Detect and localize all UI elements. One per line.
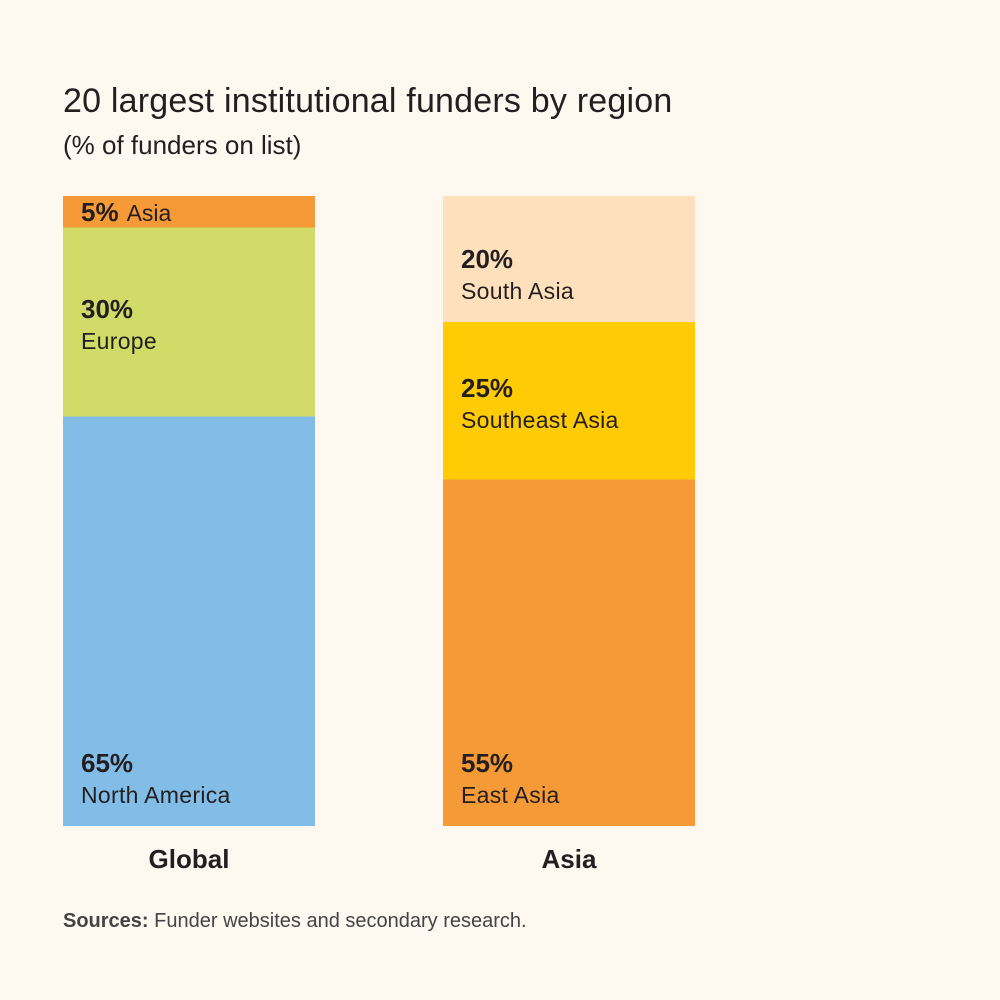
bar-segment-global-north-america bbox=[63, 416, 315, 826]
segment-name-asia-east-asia: East Asia bbox=[461, 782, 560, 808]
segment-name-global-north-america: North America bbox=[81, 782, 231, 808]
segment-value-asia-southeast-asia: 25% bbox=[461, 373, 513, 403]
bar-segment-global-asia bbox=[63, 196, 315, 228]
bars-group: 65% North America 30% Europe 5% Asia Global 55%… bbox=[63, 196, 695, 874]
segment-name-global-europe: Europe bbox=[81, 328, 157, 354]
category-label-asia: Asia bbox=[542, 844, 597, 874]
chart-title: 20 largest institutional funders by regi… bbox=[63, 82, 672, 120]
segment-name-asia-southeast-asia: Southeast Asia bbox=[461, 407, 619, 433]
bar-segment-global-europe bbox=[63, 227, 315, 417]
chart-subtitle: (% of funders on list) bbox=[63, 130, 301, 160]
bar-segment-asia-east-asia bbox=[443, 479, 695, 826]
segment-value-global-europe: 30% bbox=[81, 294, 133, 324]
segment-label-global-asia: 5% Asia bbox=[81, 197, 172, 227]
segment-value-global-north-america: 65% bbox=[81, 748, 133, 778]
bar-segment-asia-south-asia bbox=[443, 196, 695, 322]
segment-value-global-asia: 5% bbox=[81, 197, 119, 227]
segment-value-asia-south-asia: 20% bbox=[461, 244, 513, 274]
segment-name-global-asia: Asia bbox=[127, 200, 172, 226]
source-note: Sources: Funder websites and secondary r… bbox=[63, 910, 527, 932]
source-text: Funder websites and secondary research. bbox=[149, 910, 527, 932]
segment-value-asia-east-asia: 55% bbox=[461, 748, 513, 778]
source-label: Sources: bbox=[63, 910, 149, 932]
bar-segment-asia-southeast-asia bbox=[443, 322, 695, 480]
category-label-global: Global bbox=[149, 844, 230, 874]
segment-name-asia-south-asia: South Asia bbox=[461, 278, 574, 304]
